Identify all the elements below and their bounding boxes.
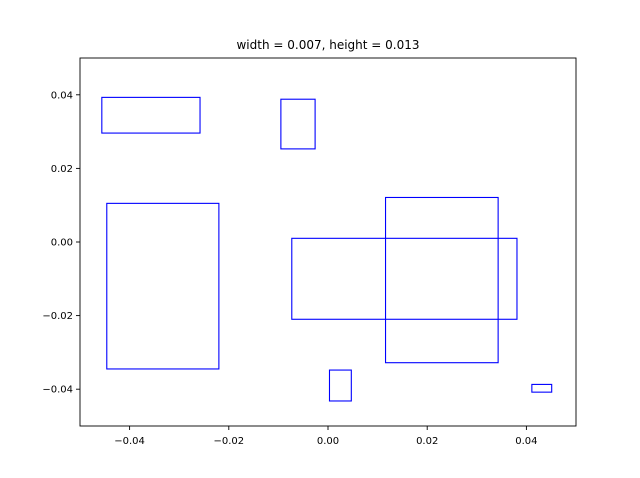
y-tick-label-3: 0.00 xyxy=(51,238,73,249)
rectangles-group xyxy=(101,96,553,402)
rectangle-1 xyxy=(101,96,201,134)
chart-title: width = 0.007, height = 0.013 xyxy=(236,38,419,52)
y-tick-label-1: 0.04 xyxy=(51,90,73,101)
x-tick-label-1: −0.04 xyxy=(114,436,145,447)
rectangle-6 xyxy=(328,369,352,402)
rectangle-4 xyxy=(291,237,518,320)
y-tick-label-2: 0.02 xyxy=(51,164,73,175)
x-tick-label-2: −0.02 xyxy=(213,436,244,447)
x-tick-label-4: 0.02 xyxy=(416,436,438,447)
y-tick-label-5: −0.04 xyxy=(42,385,73,396)
rectangle-2 xyxy=(280,98,316,150)
y-tick-label-4: −0.02 xyxy=(42,311,73,322)
axes-group: −0.04 −0.02 0.00 0.02 0.04 0.04 0.02 0.00 −0.02 −… xyxy=(42,57,577,447)
rectangle-3 xyxy=(106,202,220,370)
rectangle-5 xyxy=(384,196,499,364)
x-tick-label-5: 0.04 xyxy=(515,436,537,447)
rectangle-7 xyxy=(531,383,553,393)
x-tick-label-3: 0.00 xyxy=(317,436,339,447)
